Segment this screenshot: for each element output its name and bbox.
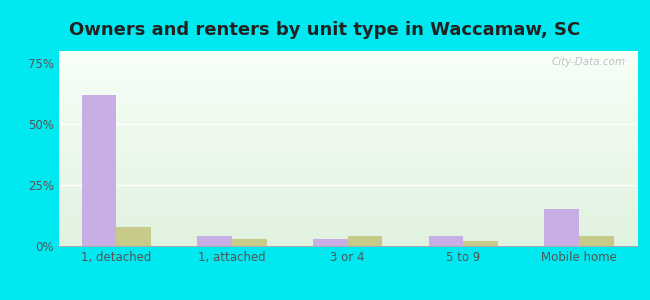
Bar — [198, 236, 232, 246]
Text: Owners and renters by unit type in Waccamaw, SC: Owners and renters by unit type in Wacca… — [70, 21, 580, 39]
Bar — [348, 236, 382, 246]
Bar — [545, 209, 579, 246]
Bar — [429, 236, 463, 246]
Text: City-Data.com: City-Data.com — [551, 57, 625, 67]
Bar — [313, 239, 348, 246]
Bar — [463, 241, 498, 246]
Bar — [232, 239, 266, 246]
Bar — [82, 95, 116, 246]
Bar — [116, 226, 151, 246]
Bar — [579, 236, 614, 246]
